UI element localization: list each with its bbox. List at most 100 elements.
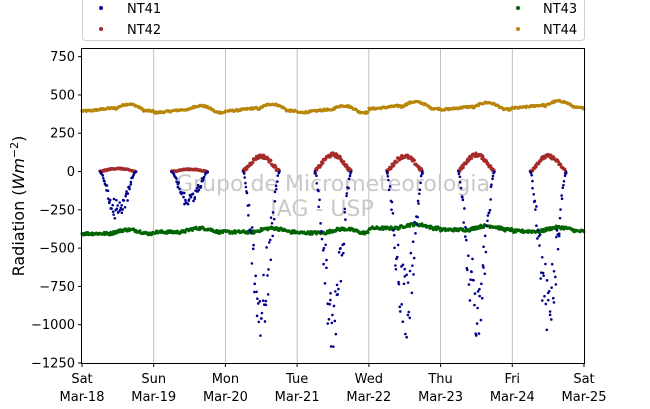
- point-nt41: [254, 274, 257, 278]
- point-nt41: [256, 302, 260, 305]
- point-nt41: [112, 213, 115, 216]
- point-nt41: [122, 199, 126, 202]
- point-nt41: [467, 283, 471, 286]
- legend-marker-nt44: [516, 27, 520, 31]
- point-nt41: [253, 290, 256, 294]
- point-nt41: [178, 187, 181, 191]
- point-nt41: [119, 206, 123, 210]
- point-nt42: [245, 167, 249, 171]
- point-nt41: [267, 268, 270, 271]
- point-nt41: [261, 299, 265, 302]
- point-nt41: [418, 192, 421, 196]
- y-axis: 750 500 250 0 −250 −500 −750 −1000 −1250: [31, 50, 82, 372]
- point-nt41: [547, 290, 551, 293]
- point-nt41: [325, 258, 328, 262]
- y-tick-label: −750: [39, 280, 75, 295]
- point-nt41: [541, 271, 545, 275]
- y-tick-label: −500: [39, 242, 75, 257]
- point-nt41: [322, 246, 326, 250]
- x-tick-label-date: Mar-21: [275, 390, 320, 405]
- point-nt41: [272, 217, 276, 221]
- point-nt41: [411, 240, 415, 244]
- point-nt41: [484, 250, 488, 254]
- point-nt41: [325, 266, 328, 270]
- point-nt41: [387, 178, 390, 182]
- point-nt41: [342, 242, 346, 246]
- point-nt41: [562, 183, 565, 187]
- point-nt41: [396, 255, 399, 259]
- point-nt41: [260, 311, 264, 315]
- point-nt41: [536, 237, 539, 240]
- point-nt41: [265, 246, 268, 249]
- point-nt41: [461, 196, 464, 199]
- point-nt41: [459, 186, 463, 190]
- point-nt41: [262, 273, 265, 277]
- point-nt41: [314, 171, 317, 175]
- point-nt41: [560, 197, 564, 200]
- point-nt41: [478, 294, 481, 298]
- point-nt41: [115, 198, 118, 202]
- point-nt41: [193, 196, 197, 199]
- point-nt41: [552, 301, 556, 304]
- point-nt41: [555, 229, 559, 232]
- point-nt41: [564, 170, 568, 173]
- point-nt41: [242, 172, 246, 175]
- legend-marker-nt41: [99, 6, 103, 10]
- point-nt41: [414, 232, 417, 235]
- point-nt43: [482, 226, 486, 230]
- point-nt41: [542, 274, 545, 278]
- point-nt41: [399, 310, 402, 313]
- point-nt43: [451, 229, 455, 233]
- point-nt41: [244, 181, 247, 185]
- point-nt41: [251, 247, 255, 251]
- point-nt41: [417, 202, 420, 205]
- point-nt41: [564, 172, 567, 176]
- point-nt41: [489, 198, 492, 201]
- point-nt41: [416, 215, 419, 219]
- point-nt41: [121, 208, 124, 211]
- point-nt41: [485, 224, 489, 227]
- point-nt41: [483, 234, 487, 238]
- point-nt41: [276, 174, 280, 177]
- point-nt41: [324, 243, 327, 247]
- point-nt42: [534, 165, 538, 169]
- point-nt41: [263, 320, 267, 323]
- point-nt41: [538, 244, 541, 247]
- point-nt41: [392, 233, 396, 237]
- point-nt41: [558, 216, 562, 220]
- point-nt42: [481, 155, 485, 159]
- point-nt42: [329, 154, 333, 159]
- point-nt41: [386, 175, 390, 178]
- point-nt41: [386, 172, 389, 175]
- point-nt41: [118, 201, 121, 204]
- watermark: Grupo de Micrometeorologia IAG - USP: [176, 172, 490, 222]
- point-nt41: [397, 282, 401, 286]
- data-points: [80, 98, 586, 348]
- point-nt41: [388, 185, 392, 188]
- point-nt41: [561, 186, 565, 190]
- point-nt41: [411, 264, 414, 267]
- y-tick-label: 250: [50, 127, 75, 142]
- point-nt41: [390, 200, 394, 204]
- point-nt41: [406, 281, 410, 284]
- point-nt41: [464, 235, 467, 238]
- x-tick-label-day: Sat: [573, 372, 594, 387]
- point-nt42: [470, 156, 474, 160]
- point-nt41: [492, 170, 496, 173]
- legend-item-nt42: NT42: [99, 23, 161, 38]
- point-nt41: [480, 282, 483, 286]
- legend-item-nt41: NT41: [99, 2, 161, 17]
- point-nt41: [177, 181, 181, 184]
- point-nt41: [471, 257, 474, 261]
- y-axis-label: Radiation (Wm−2): [8, 136, 28, 277]
- point-nt41: [101, 176, 105, 180]
- point-nt41: [120, 203, 123, 207]
- grid-lines: [153, 49, 513, 363]
- point-nt41: [243, 176, 246, 179]
- point-nt41: [486, 219, 489, 223]
- point-nt41: [271, 234, 274, 238]
- point-nt42: [392, 163, 396, 167]
- point-nt41: [128, 187, 131, 191]
- point-nt41: [393, 246, 396, 250]
- point-nt41: [206, 170, 209, 173]
